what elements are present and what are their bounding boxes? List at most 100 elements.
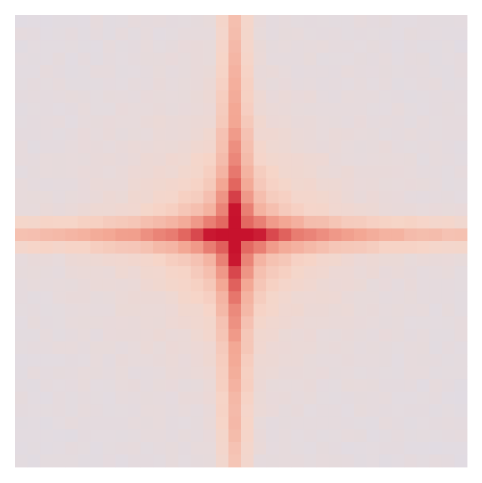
heatmap-cell: [203, 303, 217, 317]
heatmap-cell: [278, 379, 292, 393]
heatmap-cell: [77, 190, 91, 204]
heatmap-cell: [27, 190, 41, 204]
heatmap-cell: [128, 404, 141, 418]
heatmap-cell: [441, 391, 455, 405]
heatmap-cell: [190, 416, 204, 430]
heatmap-cell: [90, 291, 104, 305]
heatmap-cell: [102, 266, 116, 280]
heatmap-cell: [241, 366, 254, 380]
heatmap-cell: [328, 40, 342, 54]
heatmap-cell: [215, 266, 229, 280]
heatmap-cell: [416, 228, 430, 242]
heatmap-cell: [228, 27, 242, 41]
heatmap-cell: [77, 404, 91, 418]
heatmap-cell: [441, 128, 455, 141]
heatmap-cell: [27, 241, 41, 254]
heatmap-cell: [454, 379, 468, 393]
heatmap-cell: [454, 102, 468, 116]
heatmap-cell: [178, 328, 192, 342]
heatmap-cell: [27, 441, 41, 455]
heatmap-cell: [391, 52, 405, 66]
heatmap-cell: [115, 115, 129, 129]
heatmap-cell: [303, 404, 317, 418]
heatmap-cell: [228, 303, 242, 317]
heatmap-cell: [253, 441, 267, 455]
heatmap-cell: [454, 40, 468, 54]
heatmap-cell: [429, 341, 443, 355]
heatmap-cell: [404, 52, 418, 66]
heatmap-cell: [429, 15, 443, 28]
heatmap-cell: [366, 341, 380, 355]
heatmap-cell: [228, 454, 242, 468]
heatmap-cell: [153, 303, 167, 317]
heatmap-cell: [404, 253, 418, 267]
heatmap-cell: [454, 316, 468, 330]
heatmap-cell: [328, 153, 342, 167]
heatmap-cell: [27, 52, 41, 66]
heatmap-cell: [52, 328, 66, 342]
heatmap-cell: [40, 328, 54, 342]
heatmap-cell: [140, 416, 154, 430]
heatmap-cell: [404, 416, 418, 430]
heatmap-cell: [215, 90, 229, 104]
heatmap-cell: [190, 241, 204, 254]
heatmap-cell: [65, 366, 79, 380]
heatmap-cell: [140, 316, 154, 330]
heatmap-cell: [27, 341, 41, 355]
heatmap-cell: [328, 391, 342, 405]
heatmap-cell: [328, 341, 342, 355]
heatmap-cell: [354, 165, 367, 179]
heatmap-cell: [153, 266, 167, 280]
heatmap-cell: [429, 65, 443, 79]
heatmap-cell: [429, 115, 443, 129]
heatmap-cell: [40, 366, 54, 380]
heatmap-cell: [140, 454, 154, 468]
heatmap-cell: [441, 27, 455, 41]
heatmap-cell: [153, 27, 167, 41]
heatmap-cell: [90, 278, 104, 292]
heatmap-cell: [303, 341, 317, 355]
heatmap-cell: [278, 441, 292, 455]
heatmap-cell: [404, 190, 418, 204]
heatmap-cell: [454, 15, 468, 28]
heatmap-cell: [65, 40, 79, 54]
heatmap-cell: [416, 341, 430, 355]
heatmap-cell: [90, 102, 104, 116]
heatmap-cell: [15, 404, 28, 418]
heatmap-cell: [40, 291, 54, 305]
heatmap-cell: [441, 379, 455, 393]
heatmap-cell: [379, 40, 393, 54]
heatmap-cell: [90, 391, 104, 405]
heatmap-cell: [178, 165, 192, 179]
heatmap-cell: [65, 429, 79, 443]
heatmap-cell: [341, 366, 355, 380]
heatmap-cell: [228, 52, 242, 66]
heatmap-cell: [354, 316, 367, 330]
heatmap-cell: [15, 379, 28, 393]
heatmap-cell: [341, 52, 355, 66]
heatmap-cell: [140, 241, 154, 254]
heatmap-cell: [153, 178, 167, 192]
heatmap-cell: [203, 52, 217, 66]
heatmap-cell: [140, 27, 154, 41]
heatmap-cell: [115, 52, 129, 66]
heatmap-cell: [190, 102, 204, 116]
heatmap-cell: [366, 278, 380, 292]
heatmap-cell: [316, 328, 330, 342]
heatmap-cell: [102, 316, 116, 330]
heatmap-cell: [366, 241, 380, 254]
heatmap-cell: [102, 291, 116, 305]
heatmap-cell: [140, 404, 154, 418]
heatmap-cell: [165, 203, 179, 217]
heatmap-cell: [328, 190, 342, 204]
heatmap-cell: [291, 90, 305, 104]
heatmap-cell: [429, 291, 443, 305]
heatmap-cell: [441, 52, 455, 66]
heatmap-cell: [52, 140, 66, 154]
heatmap-cell: [165, 165, 179, 179]
heatmap-cell: [303, 379, 317, 393]
heatmap-cell: [102, 203, 116, 217]
heatmap-cell: [153, 215, 167, 229]
heatmap-cell: [115, 165, 129, 179]
heatmap-cell: [253, 241, 267, 254]
